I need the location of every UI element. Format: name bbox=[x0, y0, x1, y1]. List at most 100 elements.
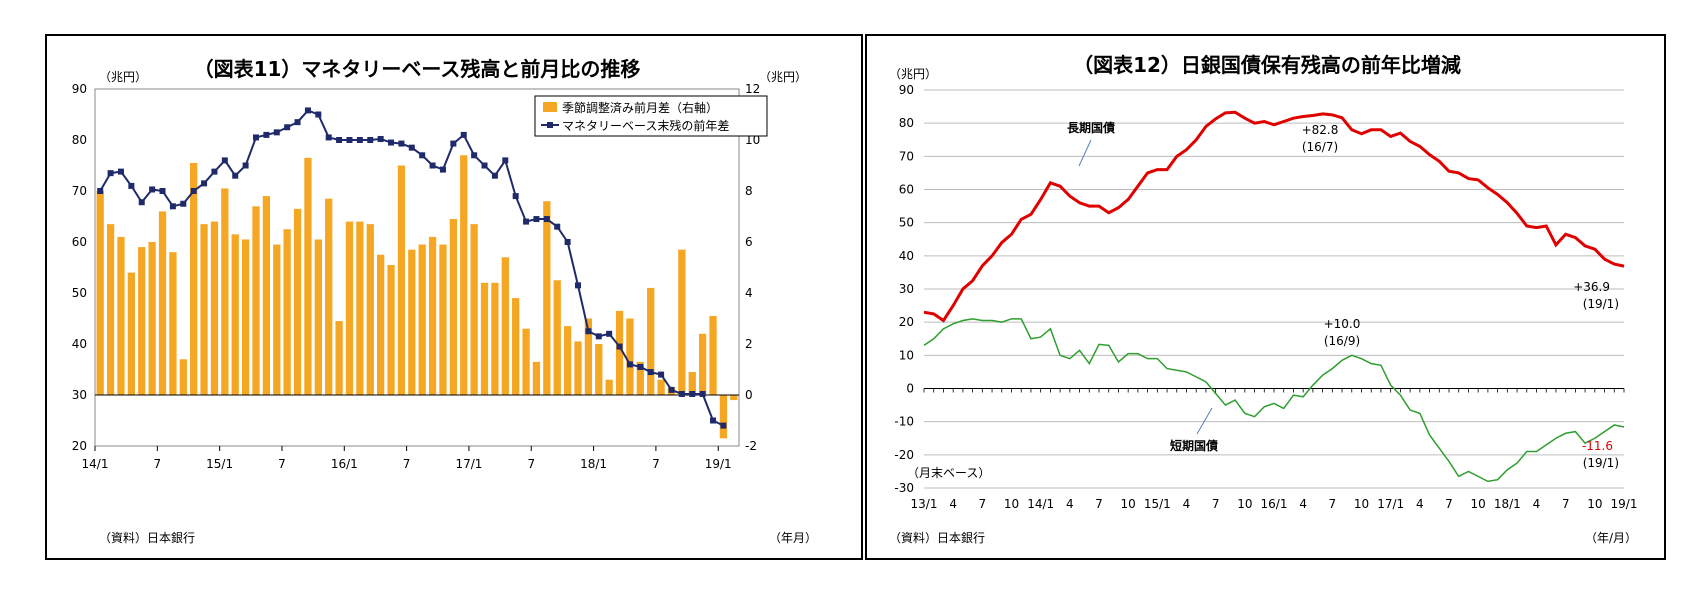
y-tick-left: 90 bbox=[72, 82, 87, 96]
x-tick-label: 18/1 bbox=[580, 457, 607, 471]
bar bbox=[283, 229, 291, 395]
x-tick-label: 7 bbox=[1212, 497, 1220, 511]
x-tick-label: 7 bbox=[527, 457, 535, 471]
line-marker bbox=[159, 188, 166, 194]
x-tick-label: 7 bbox=[652, 457, 660, 471]
bar bbox=[221, 188, 229, 395]
x-tick-label: 4 bbox=[1183, 497, 1191, 511]
line-marker bbox=[460, 131, 467, 138]
line-marker bbox=[626, 361, 633, 368]
bar bbox=[512, 298, 520, 395]
legend: 季節調整済み前月差（右軸） マネタリーベース末残の前年差 bbox=[534, 95, 768, 137]
short-peak-date: (16/9) bbox=[1324, 334, 1360, 348]
short-term-pointer bbox=[1196, 407, 1213, 435]
monetary-base-chart: （図表11）マネタリーベース残高と前月比の推移 （兆円） （兆円） （資料）日本… bbox=[72, 57, 817, 545]
y-tick-right: 2 bbox=[745, 337, 753, 351]
y-tick-label: 0 bbox=[906, 382, 914, 396]
x-tick-label: 4 bbox=[1533, 497, 1541, 511]
line-marker bbox=[450, 140, 457, 147]
line-marker bbox=[169, 203, 176, 210]
chart-title: （図表11）マネタリーベース残高と前月比の推移 bbox=[194, 57, 641, 81]
y-tick-label: 10 bbox=[899, 348, 914, 362]
y-tick-left: 30 bbox=[72, 388, 87, 402]
bar bbox=[553, 280, 561, 395]
long-peak-value: +82.8 bbox=[1302, 123, 1339, 137]
bar bbox=[190, 162, 198, 395]
bar bbox=[262, 196, 271, 395]
chart-panel-left: （図表11）マネタリーベース残高と前月比の推移 （兆円） （兆円） （資料）日本… bbox=[45, 34, 863, 560]
bar bbox=[491, 282, 499, 395]
long-term-label: 長期国債 bbox=[1067, 120, 1115, 135]
line-marker bbox=[325, 134, 332, 141]
line-marker bbox=[533, 216, 540, 223]
line-marker bbox=[253, 134, 259, 141]
bar bbox=[106, 224, 115, 395]
line-marker bbox=[128, 182, 135, 189]
y-tick-left: 80 bbox=[72, 133, 87, 147]
line-marker bbox=[699, 390, 706, 397]
bar bbox=[158, 211, 167, 395]
bar bbox=[179, 359, 187, 395]
x-axis-unit: （年/月） bbox=[1585, 531, 1637, 545]
x-axis-unit: （年月） bbox=[769, 531, 817, 545]
bar bbox=[418, 244, 426, 395]
line-marker bbox=[523, 218, 530, 225]
right-axis-unit: （兆円） bbox=[759, 70, 807, 84]
line-marker bbox=[471, 152, 478, 159]
line-marker bbox=[564, 239, 571, 245]
line-marker bbox=[149, 186, 156, 193]
line-marker bbox=[273, 129, 280, 136]
bar bbox=[366, 224, 374, 395]
x-tick-label: 7 bbox=[403, 457, 411, 471]
bar bbox=[605, 379, 613, 395]
line-marker bbox=[377, 135, 384, 142]
bar bbox=[356, 221, 364, 395]
x-tick-label: 18/1 bbox=[1494, 497, 1521, 511]
short-end-value: -11.6 bbox=[1582, 439, 1613, 453]
line-marker bbox=[284, 124, 291, 131]
bar bbox=[584, 318, 593, 395]
x-tick-label: 7 bbox=[1095, 497, 1103, 511]
y-tick-label: 80 bbox=[899, 116, 914, 130]
line-marker bbox=[211, 168, 218, 175]
y-tick-left: 20 bbox=[72, 439, 87, 453]
x-tick-label: 7 bbox=[1562, 497, 1570, 511]
bar bbox=[138, 247, 146, 395]
y-tick-right: 6 bbox=[745, 235, 753, 249]
x-tick-label: 15/1 bbox=[206, 457, 233, 471]
x-tick-label: 16/1 bbox=[1261, 497, 1288, 511]
x-tick-label: 7 bbox=[154, 457, 162, 471]
bar bbox=[449, 219, 457, 395]
bar bbox=[532, 361, 541, 395]
x-tick-label: 14/1 bbox=[82, 457, 109, 471]
short-end-date: (19/1) bbox=[1583, 456, 1619, 470]
line-marker bbox=[408, 144, 415, 151]
bar bbox=[273, 244, 281, 395]
long-end-date: (19/1) bbox=[1583, 297, 1619, 311]
line-marker bbox=[201, 180, 208, 187]
line-marker bbox=[647, 369, 654, 376]
line-marker bbox=[554, 223, 561, 230]
bar bbox=[345, 221, 354, 395]
x-tick-label: 7 bbox=[1329, 497, 1337, 511]
bar bbox=[522, 328, 530, 395]
x-tick-label: 19/1 bbox=[1611, 497, 1638, 511]
y-tick-right: 0 bbox=[745, 388, 753, 402]
bar bbox=[647, 287, 655, 395]
line-marker bbox=[263, 131, 270, 138]
x-tick-label: 10 bbox=[1471, 497, 1486, 511]
line-marker bbox=[502, 157, 509, 164]
bar bbox=[730, 395, 738, 401]
bar bbox=[574, 341, 582, 395]
line-marker bbox=[294, 119, 301, 126]
line-marker bbox=[304, 107, 311, 114]
y-tick-label: 50 bbox=[899, 216, 914, 230]
bar bbox=[470, 224, 478, 395]
x-tick-label: 16/1 bbox=[331, 457, 358, 471]
left-axis-unit: （兆円） bbox=[889, 67, 937, 81]
line-marker bbox=[388, 139, 395, 146]
y-tick-label: 90 bbox=[899, 83, 914, 97]
x-tick-label: 10 bbox=[1354, 497, 1369, 511]
x-tick-label: 7 bbox=[278, 457, 286, 471]
source-note: （資料）日本銀行 bbox=[889, 531, 985, 545]
